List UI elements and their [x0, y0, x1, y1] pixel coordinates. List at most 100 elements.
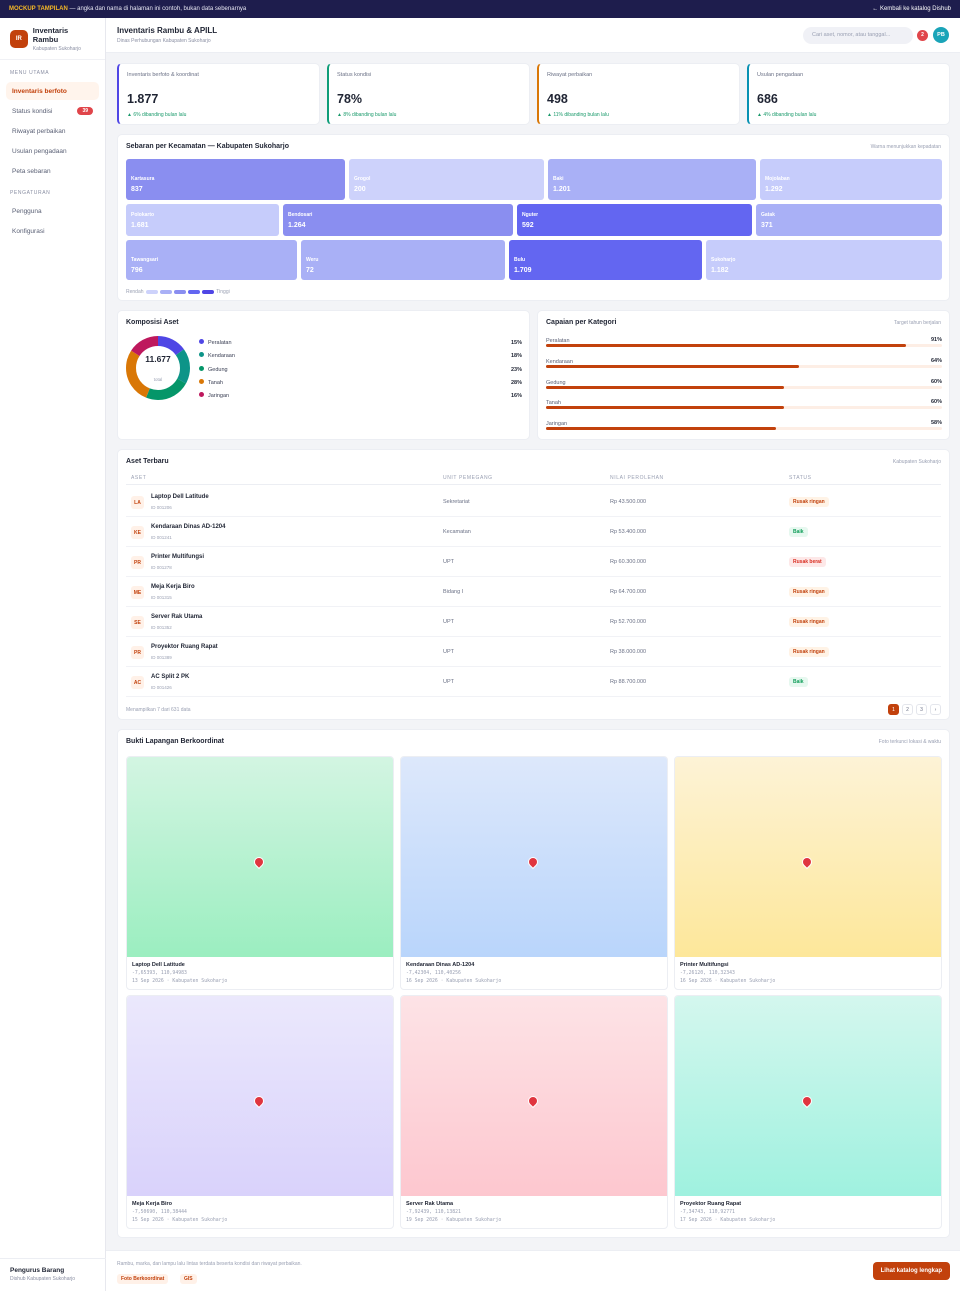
treemap-tile[interactable]: Weru 72	[301, 240, 505, 280]
asset-initials: KE	[131, 526, 144, 539]
asset-value: Rp 88.700.000	[610, 679, 647, 685]
evidence-photo[interactable]	[401, 996, 667, 1196]
photo-date: 17 Sep 2026 · Kabupaten Sukoharjo	[680, 1218, 776, 1223]
app-logo: IR	[10, 29, 28, 48]
asset-id: ID 001241	[151, 535, 172, 540]
back-to-catalog-link[interactable]: ← Kembali ke katalog Dishub	[872, 6, 951, 12]
asset-unit: Kecamatan	[443, 529, 471, 535]
search-input[interactable]: Cari aset, nomor, atau tanggal...	[803, 26, 913, 44]
evidence-photo[interactable]	[127, 996, 393, 1196]
asset-name: Laptop Dell Latitude	[151, 494, 209, 500]
asset-id: ID 001426	[151, 685, 172, 690]
photo-coordinates: -7,34743, 110,92771	[680, 1210, 735, 1215]
donut-total-label: total	[153, 377, 163, 382]
sidebar-item-konfigurasi[interactable]: Konfigurasi	[12, 227, 45, 235]
status-badge: Baik	[789, 527, 808, 537]
sidebar-item-pengguna[interactable]: Pengguna	[12, 207, 42, 215]
table-summary: Menampilkan 7 dari 631 data	[126, 707, 191, 713]
page-button[interactable]: 3	[916, 704, 927, 715]
asset-name: Server Rak Utama	[151, 614, 203, 620]
asset-name: Meja Kerja Biro	[151, 584, 195, 590]
table-row[interactable]: SE Server Rak Utama ID 001352 UPT Rp 52.…	[126, 607, 941, 637]
asset-id: ID 001206	[151, 505, 172, 510]
brand: IR Inventaris Rambu Kabupaten Sukoharjo	[0, 18, 105, 60]
progress-jaringan: Jaringan 58%	[546, 420, 942, 440]
status-badge: Rusak ringan	[789, 647, 829, 657]
tag-gis: GIS	[180, 1274, 197, 1284]
notification-badge[interactable]: 2	[917, 29, 928, 41]
asset-unit: Bidang I	[443, 589, 464, 595]
assets-note: Kabupaten Sukoharjo	[892, 459, 941, 465]
kpi-delta: ▲ 8% dibanding bulan lalu	[337, 112, 397, 118]
treemap-tile[interactable]: Nguter 592	[517, 204, 752, 236]
asset-unit: UPT	[443, 559, 454, 565]
pagination: 1 2 3 ›	[885, 704, 941, 715]
photo-coordinates: -7,92439, 110,13821	[406, 1210, 461, 1215]
page-button[interactable]: 2	[902, 704, 913, 715]
legend-item: Kendaraan 18%	[199, 349, 522, 362]
evidence-photo-card[interactable]: Proyektor Ruang Rapat -7,34743, 110,9277…	[674, 995, 942, 1229]
page-footer: Rambu, marka, dan lampu lalu lintas terd…	[106, 1250, 960, 1291]
sidebar-item-status[interactable]: Status kondisi 39	[6, 102, 99, 120]
kpi-card-usulan[interactable]: Usulan pengadaan 686 ▲ 4% dibanding bula…	[747, 63, 950, 125]
sidebar-item-usulan[interactable]: Usulan pengadaan	[12, 147, 67, 155]
kpi-card-riwayat[interactable]: Riwayat perbaikan 498 ▲ 11% dibanding bu…	[537, 63, 740, 125]
photo-date: 16 Sep 2026 · Kabupaten Sukoharjo	[680, 979, 776, 984]
table-row[interactable]: PR Printer Multifungsi ID 001278 UPT Rp …	[126, 547, 941, 577]
table-row[interactable]: KE Kendaraan Dinas AD-1204 ID 001241 Kec…	[126, 517, 941, 547]
evidence-photo-card[interactable]: Kendaraan Dinas AD-1204 -7,42304, 110,40…	[400, 756, 668, 990]
evidence-photo[interactable]	[675, 996, 941, 1196]
photo-caption: Meja Kerja Biro	[132, 1201, 173, 1207]
treemap-tile[interactable]: Bulu 1.709	[509, 240, 702, 280]
treemap-tile[interactable]: Baki 1.201	[548, 159, 756, 200]
view-full-catalog-button[interactable]: Lihat katalog lengkap	[872, 1262, 950, 1280]
table-row[interactable]: LA Laptop Dell Latitude ID 001206 Sekret…	[126, 487, 941, 517]
asset-value: Rp 38.000.000	[610, 649, 647, 655]
kpi-delta: ▲ 4% dibanding bulan lalu	[757, 112, 817, 118]
table-row[interactable]: AC AC Split 2 PK ID 001426 UPT Rp 88.700…	[126, 667, 941, 697]
asset-value: Rp 52.700.000	[610, 619, 647, 625]
kpi-delta: ▲ 6% dibanding bulan lalu	[127, 112, 187, 118]
treemap-tile[interactable]: Sukoharjo 1.182	[706, 240, 942, 280]
avatar[interactable]: PB	[933, 27, 949, 43]
composition-title: Komposisi Aset	[126, 319, 179, 326]
evidence-photo[interactable]	[127, 757, 393, 957]
photo-date: 13 Sep 2026 · Kabupaten Sukoharjo	[132, 979, 228, 984]
treemap-tile[interactable]: Grogol 200	[349, 159, 544, 200]
evidence-photo-card[interactable]: Server Rak Utama -7,92439, 110,13821 19 …	[400, 995, 668, 1229]
evidence-photo-card[interactable]: Meja Kerja Biro -7,50690, 110,38444 15 S…	[126, 995, 394, 1229]
sidebar-item-riwayat[interactable]: Riwayat perbaikan	[12, 127, 66, 135]
treemap-note: Warna menunjukkan kepadatan	[870, 144, 941, 150]
treemap-tile[interactable]: Kartasura 837	[126, 159, 345, 200]
user-name: Pengurus Barang	[10, 1267, 65, 1274]
photos-title: Bukti Lapangan Berkoordinat	[126, 738, 225, 745]
treemap-tile[interactable]: Bendosari 1.264	[283, 204, 513, 236]
next-page-button[interactable]: ›	[930, 704, 941, 715]
table-row[interactable]: ME Meja Kerja Biro ID 001315 Bidang I Rp…	[126, 577, 941, 607]
sidebar-item-peta[interactable]: Peta sebaran	[12, 167, 51, 175]
composition-card: Komposisi Aset 11.677 total Peralatan 15%…	[117, 310, 530, 440]
treemap-tile[interactable]: Gatak 371	[756, 204, 942, 236]
table-row[interactable]: PR Proyektor Ruang Rapat ID 001389 UPT R…	[126, 637, 941, 667]
district-treemap-card: Sebaran per Kecamatan — Kabupaten Sukoha…	[117, 134, 950, 301]
treemap-tile[interactable]: Tawangsari 796	[126, 240, 297, 280]
kpi-card-inventaris[interactable]: Inventaris berfoto & koordinat 1.877 ▲ 6…	[117, 63, 320, 125]
treemap-title: Sebaran per Kecamatan — Kabupaten Sukoha…	[126, 143, 289, 150]
photo-coordinates: -7,26120, 110,32343	[680, 971, 735, 976]
asset-initials: AC	[131, 676, 144, 689]
sidebar-item-inventaris[interactable]: Inventaris berfoto	[6, 82, 99, 100]
kpi-card-status[interactable]: Status kondisi 78% ▲ 8% dibanding bulan …	[327, 63, 530, 125]
asset-initials: PR	[131, 646, 144, 659]
asset-unit: UPT	[443, 679, 454, 685]
treemap-tile[interactable]: Mojolaban 1.292	[760, 159, 942, 200]
photo-coordinates: -7,65393, 110,94983	[132, 971, 187, 976]
evidence-photo-card[interactable]: Printer Multifungsi -7,26120, 110,32343 …	[674, 756, 942, 990]
evidence-photo[interactable]	[401, 757, 667, 957]
legend-item: Jaringan 16%	[199, 389, 522, 402]
page-button[interactable]: 1	[888, 704, 899, 715]
treemap-tile[interactable]: Polokarto 1.681	[126, 204, 279, 236]
status-badge: Baik	[789, 677, 808, 687]
status-badge: Rusak berat	[789, 557, 826, 567]
evidence-photo-card[interactable]: Laptop Dell Latitude -7,65393, 110,94983…	[126, 756, 394, 990]
evidence-photo[interactable]	[675, 757, 941, 957]
